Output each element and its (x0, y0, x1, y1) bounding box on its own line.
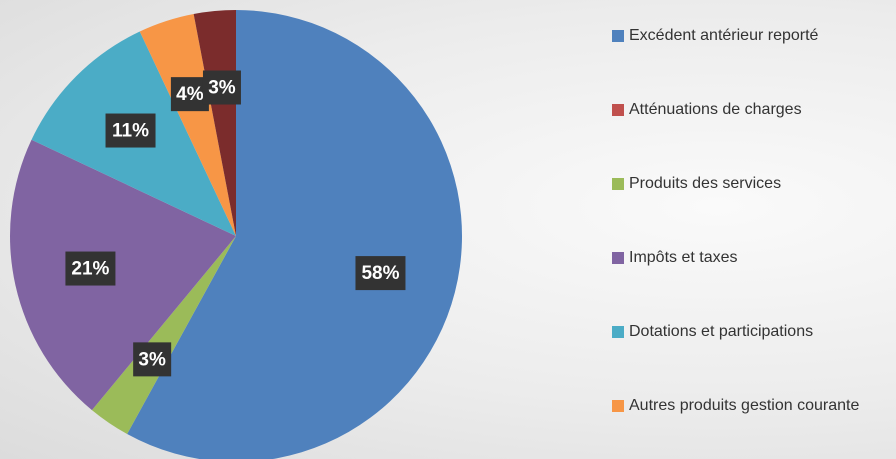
label-box (133, 342, 172, 377)
label-box (65, 251, 116, 286)
label-box (202, 70, 241, 105)
label-box (355, 256, 406, 291)
data-label: 4% (176, 84, 204, 105)
legend-swatch (612, 30, 624, 42)
data-label: 3% (208, 78, 236, 99)
legend-label: Autres produits gestion courante (629, 397, 860, 414)
legend-item: Impôts et taxes (612, 248, 892, 268)
legend-label: Dotations et participations (629, 323, 814, 340)
data-label: 11% (112, 121, 149, 142)
legend-swatch (612, 400, 624, 412)
legend-swatch (612, 178, 624, 190)
legend-item: Atténuations de charges (612, 100, 892, 120)
legend-item: Excédent antérieur reporté (612, 26, 892, 46)
legend-label: Produits des services (629, 175, 782, 192)
data-label: 3% (138, 349, 166, 370)
legend-label: Atténuations de charges (629, 101, 802, 118)
legend-item: Produits des services (612, 174, 892, 194)
legend-swatch (612, 326, 624, 338)
pie-slice (139, 14, 236, 236)
data-label: 21% (71, 259, 109, 280)
legend-swatch (612, 104, 624, 116)
legend-label: Impôts et taxes (629, 249, 738, 266)
pie-slice (91, 236, 237, 435)
legend-label: Excédent antérieur reporté (629, 27, 819, 44)
legend-item: Dotations et participations (612, 322, 892, 342)
data-label: 58% (361, 263, 399, 284)
pie-area: 58%3%21%11%4% 3% (9, 10, 462, 459)
label-box (170, 77, 209, 112)
label-box (105, 113, 156, 148)
legend-swatch (612, 252, 624, 264)
legend-item: Autres produits gestion courante (612, 396, 892, 416)
data-labels: 58%3%21%11%4% 3% (65, 70, 406, 377)
pie-slice (127, 10, 462, 459)
pie-slice (193, 10, 236, 236)
pie-slice (9, 139, 237, 411)
